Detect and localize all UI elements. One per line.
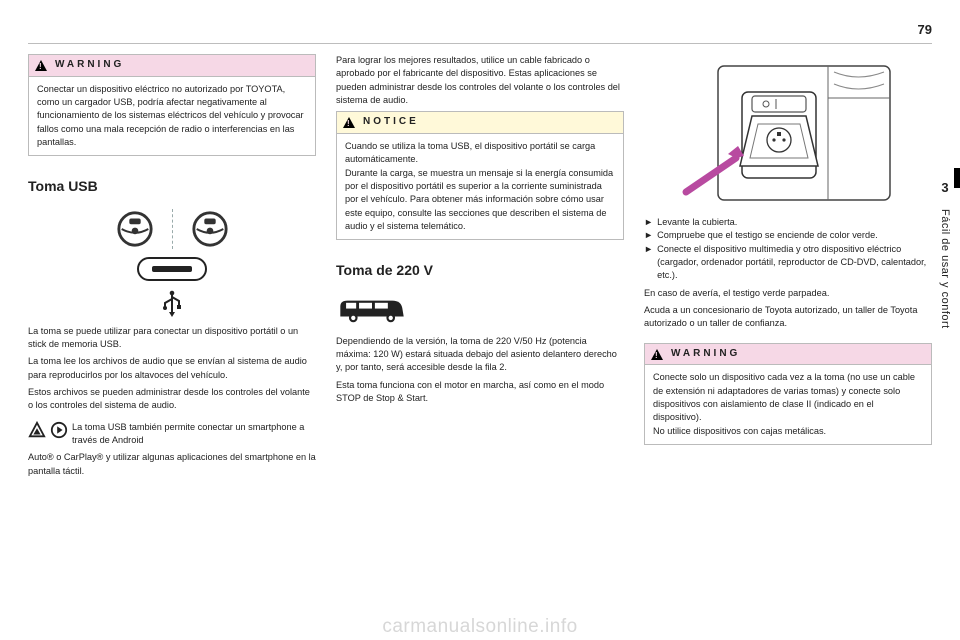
heading-usb: Toma USB bbox=[28, 176, 316, 196]
bullet-3: ► Conecte el dispositivo multimedia y ot… bbox=[644, 243, 932, 283]
notice-head: NOTICE bbox=[337, 112, 623, 134]
smartphone-text-a: La toma USB también permite conectar un … bbox=[72, 421, 316, 448]
side-tab: 3 Fácil de usar y confort bbox=[936, 180, 954, 440]
bullet-1-text: Levante la cubierta. bbox=[657, 216, 737, 229]
columns: WARNING Conectar un dispositivo eléctric… bbox=[28, 54, 932, 622]
col1-p3: Estos archivos se pueden administrar des… bbox=[28, 386, 316, 413]
manual-page: 79 WARNING Conectar un dispositivo eléct… bbox=[0, 0, 960, 640]
warning-body-2: Conecte solo un dispositivo cada vez a l… bbox=[645, 365, 931, 444]
warning-head-2: WARNING bbox=[645, 344, 931, 366]
bullet-3-text: Conecte el dispositivo multimedia y otro… bbox=[657, 243, 932, 283]
side-thumb-mark bbox=[954, 168, 960, 188]
column-2: Para lograr los mejores resultados, util… bbox=[336, 54, 624, 622]
side-label: Fácil de usar y confort bbox=[939, 209, 951, 329]
page-number: 79 bbox=[28, 22, 932, 37]
steering-wheels bbox=[116, 209, 229, 249]
heading-220v: Toma de 220 V bbox=[336, 260, 624, 280]
warning-head: WARNING bbox=[29, 55, 315, 77]
chapter-number: 3 bbox=[941, 180, 948, 195]
android-auto-icon bbox=[28, 421, 46, 439]
usb-port-icon bbox=[137, 257, 207, 281]
socket-220v-icon bbox=[678, 58, 898, 208]
usb-symbol-icon bbox=[158, 289, 186, 317]
bullet-arrow-icon: ► bbox=[644, 216, 653, 229]
warning-icon bbox=[35, 60, 47, 71]
column-3: ► Levante la cubierta. ► Compruebe que e… bbox=[644, 54, 932, 622]
warning-icon bbox=[651, 349, 663, 360]
usb-slot bbox=[152, 266, 192, 272]
top-rule bbox=[28, 43, 932, 44]
notice-icon bbox=[343, 117, 355, 128]
bullet-2: ► Compruebe que el testigo se enciende d… bbox=[644, 229, 932, 242]
col1-p1: La toma se puede utilizar para conectar … bbox=[28, 325, 316, 352]
van-icon bbox=[336, 293, 408, 327]
notice-body: Cuando se utiliza la toma USB, el dispos… bbox=[337, 134, 623, 239]
bullet-arrow-icon: ► bbox=[644, 243, 653, 283]
column-1: WARNING Conectar un dispositivo eléctric… bbox=[28, 54, 316, 622]
socket-figure bbox=[644, 58, 932, 208]
col2-p2: Esta toma funciona con el motor en march… bbox=[336, 379, 624, 406]
dashed-separator bbox=[172, 209, 173, 249]
van-figure bbox=[336, 293, 624, 327]
steering-wheel-left-icon bbox=[116, 210, 154, 248]
steering-wheel-right-icon bbox=[191, 210, 229, 248]
usb-figure bbox=[28, 209, 316, 317]
col3-p1: En caso de avería, el testigo verde parp… bbox=[644, 287, 932, 300]
col3-p2: Acuda a un concesionario de Toyota autor… bbox=[644, 304, 932, 331]
carplay-icon bbox=[50, 421, 68, 439]
warning-body: Conectar un dispositivo eléctrico no aut… bbox=[29, 77, 315, 156]
warning-title: WARNING bbox=[55, 58, 124, 73]
bullet-1: ► Levante la cubierta. bbox=[644, 216, 932, 229]
col1-p2: La toma lee los archivos de audio que se… bbox=[28, 355, 316, 382]
smartphone-note: La toma USB también permite conectar un … bbox=[28, 421, 316, 452]
warning-box-1: WARNING Conectar un dispositivo eléctric… bbox=[28, 54, 316, 156]
notice-box: NOTICE Cuando se utiliza la toma USB, el… bbox=[336, 111, 624, 240]
col2-intro: Para lograr los mejores resultados, util… bbox=[336, 54, 624, 107]
bullet-arrow-icon: ► bbox=[644, 229, 653, 242]
warning-box-2: WARNING Conecte solo un dispositivo cada… bbox=[644, 343, 932, 445]
bullet-2-text: Compruebe que el testigo se enciende de … bbox=[657, 229, 878, 242]
smartphone-text-b: Auto® o CarPlay® y utilizar algunas apli… bbox=[28, 451, 316, 478]
warning-title-2: WARNING bbox=[671, 347, 740, 362]
col2-p1: Dependiendo de la versión, la toma de 22… bbox=[336, 335, 624, 375]
notice-title: NOTICE bbox=[363, 115, 419, 130]
